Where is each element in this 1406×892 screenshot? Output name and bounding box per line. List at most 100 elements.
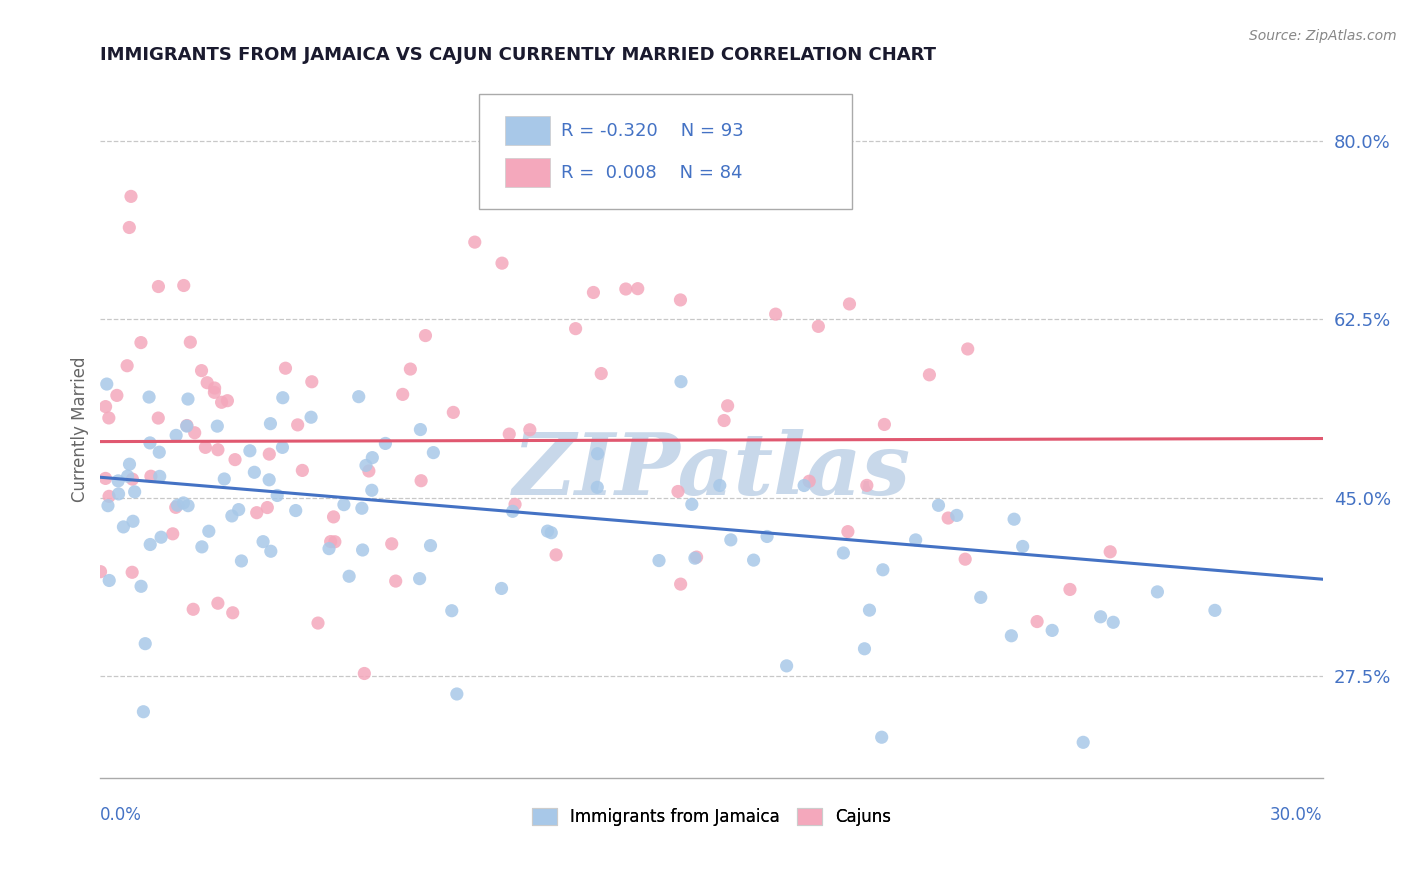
Point — [190, 363, 212, 377]
Point — [354, 458, 377, 473]
FancyBboxPatch shape — [505, 116, 550, 145]
Point — [666, 484, 689, 499]
Point — [319, 534, 342, 549]
Point — [422, 445, 444, 459]
Point — [257, 473, 280, 487]
Point — [139, 469, 162, 483]
Point — [1071, 735, 1094, 749]
Point — [96, 377, 118, 392]
Point — [361, 450, 384, 465]
Point — [337, 569, 360, 583]
Point — [107, 487, 129, 501]
Point — [1002, 512, 1025, 526]
Point — [685, 550, 707, 565]
Point — [97, 411, 120, 425]
Point — [204, 381, 226, 395]
Point — [98, 489, 121, 503]
Point — [165, 500, 187, 515]
Point — [94, 471, 117, 485]
Point — [669, 293, 692, 307]
Point — [586, 447, 609, 461]
Point — [536, 524, 558, 538]
Point — [207, 442, 229, 457]
Point — [98, 574, 121, 588]
Point — [129, 579, 152, 593]
Point — [582, 285, 605, 300]
Point — [391, 387, 413, 401]
Point — [148, 279, 170, 293]
Point — [121, 472, 143, 486]
Point — [1099, 545, 1122, 559]
Point — [132, 705, 155, 719]
Point — [112, 520, 135, 534]
Text: R = -0.320    N = 93: R = -0.320 N = 93 — [561, 121, 744, 140]
Point — [211, 395, 233, 409]
Point — [720, 533, 742, 547]
Point — [357, 464, 380, 478]
Point — [464, 235, 486, 249]
Point — [350, 501, 373, 516]
Point — [411, 474, 433, 488]
Point — [681, 497, 703, 511]
Point — [1000, 629, 1022, 643]
Point — [446, 687, 468, 701]
Point — [117, 469, 139, 483]
Text: IMMIGRANTS FROM JAMAICA VS CAJUN CURRENTLY MARRIED CORRELATION CHART: IMMIGRANTS FROM JAMAICA VS CAJUN CURRENT… — [100, 46, 936, 64]
Point — [669, 375, 692, 389]
Point — [870, 730, 893, 744]
Point — [440, 604, 463, 618]
Point — [148, 445, 170, 459]
Point — [408, 572, 430, 586]
Point — [243, 465, 266, 479]
Point — [207, 419, 229, 434]
Point — [409, 423, 432, 437]
Point — [415, 328, 437, 343]
Point — [239, 443, 262, 458]
Point — [179, 335, 201, 350]
Point — [669, 577, 692, 591]
Point — [105, 388, 128, 402]
Point — [1026, 615, 1049, 629]
Point — [793, 478, 815, 492]
Point — [353, 666, 375, 681]
Point — [873, 417, 896, 432]
Point — [121, 566, 143, 580]
Point — [872, 563, 894, 577]
Point — [224, 452, 246, 467]
Point — [299, 410, 322, 425]
Point — [856, 478, 879, 492]
Point — [260, 544, 283, 558]
Point — [832, 546, 855, 560]
Point — [360, 483, 382, 498]
Point — [191, 540, 214, 554]
Point — [717, 399, 740, 413]
Point — [540, 525, 562, 540]
Point — [546, 548, 568, 562]
Point — [266, 488, 288, 502]
Point — [231, 554, 253, 568]
Point — [207, 596, 229, 610]
Point — [765, 307, 787, 321]
Point — [129, 335, 152, 350]
Point — [775, 658, 797, 673]
Point — [214, 472, 236, 486]
Point — [953, 552, 976, 566]
Text: 0.0%: 0.0% — [100, 806, 142, 824]
Point — [177, 392, 200, 406]
Point — [222, 606, 245, 620]
Point — [945, 508, 967, 523]
Point — [1040, 624, 1063, 638]
Point — [139, 537, 162, 551]
Point — [323, 534, 346, 549]
Point — [904, 533, 927, 547]
Point — [122, 514, 145, 528]
Point — [97, 499, 120, 513]
Point — [259, 417, 281, 431]
Point — [491, 582, 513, 596]
Point — [683, 551, 706, 566]
Point — [614, 282, 637, 296]
Point — [837, 524, 859, 539]
Point — [271, 391, 294, 405]
Point — [838, 297, 860, 311]
Point — [118, 220, 141, 235]
